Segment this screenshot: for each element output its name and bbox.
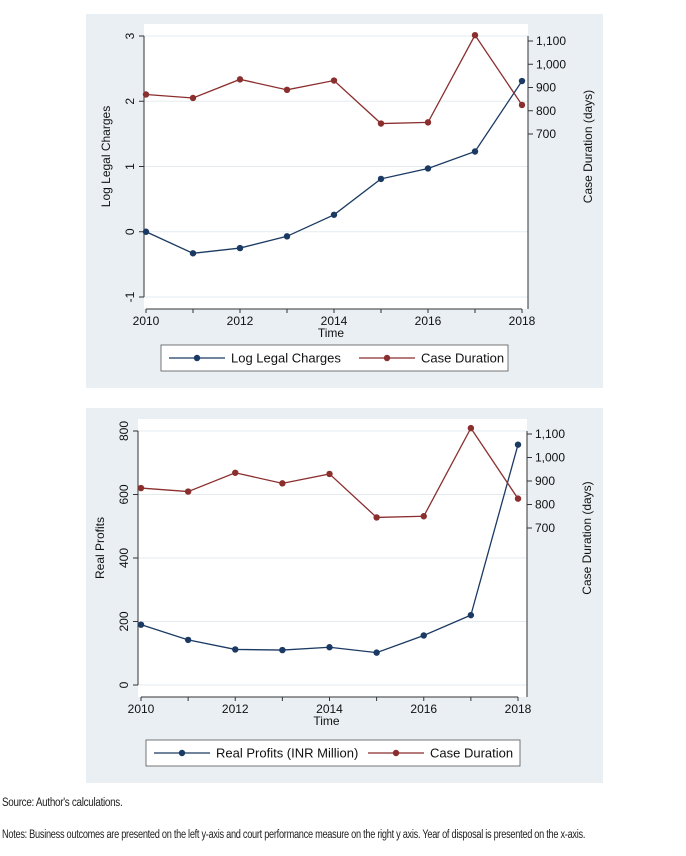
y-left-tick-label-4: 3	[123, 32, 137, 39]
x-tick-label-1: 2012	[227, 314, 254, 328]
chart-panel-bottom: 0 200 400 600 800 Real Profits 700 800 900 1,000 1…	[86, 408, 603, 783]
series-0-point-0	[137, 621, 145, 628]
y-right-tick-label-3: 1,000	[535, 451, 565, 465]
legend-label-1: Case Duration	[430, 746, 513, 761]
series-1-point-4	[330, 77, 338, 84]
x-tick-label-3: 2016	[410, 702, 437, 716]
y-right-title: Case Duration (days)	[580, 481, 594, 594]
series-0-point-2	[236, 244, 244, 252]
y-left-tick-label-0: -1	[123, 291, 137, 302]
chart-legal-charges: -1 0 1 2 3 Log Legal Charges 700 800 900 1,000 1,1…	[99, 24, 595, 372]
y-left-tick-label-2: 1	[123, 163, 137, 170]
x-tick-label-2: 2014	[316, 702, 343, 716]
series-0-point-1	[184, 636, 192, 644]
legend-marker-0	[178, 749, 186, 757]
series-1-point-8	[514, 495, 522, 502]
y-right-tick-label-1: 800	[536, 104, 556, 118]
series-0-point-4	[330, 211, 338, 218]
y-left-tick-label-3: 600	[117, 484, 131, 504]
series-1-point-3	[279, 480, 286, 487]
series-1-point-1	[189, 94, 197, 102]
y-right-tick-label-2: 900	[536, 81, 556, 95]
series-0-point-6	[424, 165, 432, 172]
y-right-tick-label-4: 1,100	[535, 427, 565, 441]
legend-marker-1	[392, 749, 400, 757]
y-left-tick-label-3: 2	[123, 98, 137, 105]
x-tick-label-4: 2018	[509, 314, 536, 328]
y-right-tick-label-3: 1,000	[536, 57, 566, 71]
series-0-point-2	[232, 646, 239, 653]
x-tick-label-3: 2016	[415, 314, 442, 328]
y-right-tick-label-1: 800	[535, 498, 555, 512]
y-left-tick-label-1: 0	[123, 228, 137, 235]
legend-box	[160, 344, 509, 372]
x-title: Time	[313, 714, 340, 728]
y-left-tick-label-1: 200	[117, 611, 131, 631]
series-1-point-3	[283, 86, 291, 94]
series-1-point-7	[471, 31, 479, 39]
series-0-point-5	[373, 649, 380, 656]
chart-real-profits: 0 200 400 600 800 Real Profits 700 800 900 1,000 1…	[93, 419, 594, 767]
y-right-tick-label-0: 700	[535, 521, 555, 535]
x-tick-label-4: 2018	[505, 702, 532, 716]
series-0-point-8	[518, 77, 526, 85]
series-1-point-4	[326, 470, 333, 478]
y-right-title: Case Duration (days)	[581, 90, 595, 203]
x-tick-label-2: 2014	[321, 314, 348, 328]
y-right-tick-label-0: 700	[536, 127, 556, 141]
y-left-tick-label-4: 800	[117, 421, 131, 441]
series-1-point-0	[142, 91, 150, 98]
series-1-point-6	[420, 513, 427, 520]
y-right-tick-label-4: 1,100	[536, 34, 566, 48]
legend-label-0: Real Profits (INR Million)	[216, 746, 358, 761]
series-0-point-8	[514, 441, 522, 448]
x-tick-label-1: 2012	[222, 702, 249, 716]
series-1-point-5	[373, 514, 380, 521]
series-0-point-6	[420, 632, 427, 639]
series-1-point-5	[377, 120, 385, 127]
x-tick-label-0: 2010	[133, 314, 160, 328]
series-1-point-7	[467, 424, 475, 432]
series-0-point-3	[279, 646, 286, 654]
series-1-point-0	[137, 484, 145, 492]
legend-marker-1	[383, 354, 391, 362]
legend-label-0: Log Legal Charges	[231, 351, 341, 366]
y-right-tick-label-2: 900	[535, 474, 555, 488]
series-0-point-4	[326, 644, 333, 651]
series-1-point-2	[232, 469, 239, 476]
chart-panel-top: -1 0 1 2 3 Log Legal Charges 700 800 900 1,000 1,1…	[86, 14, 603, 388]
source-note: Source: Author's calculations.	[2, 797, 123, 809]
series-0-point-0	[142, 228, 150, 235]
series-0-point-3	[283, 233, 291, 240]
y-left-tick-label-0: 0	[117, 681, 131, 688]
x-tick-label-0: 2010	[128, 702, 155, 716]
legend-label-1: Case Duration	[421, 351, 504, 366]
series-1-point-8	[518, 101, 526, 109]
x-title: Time	[318, 326, 345, 340]
y-left-title: Real Profits	[93, 517, 107, 579]
series-1-point-1	[184, 488, 192, 495]
legend-marker-0	[193, 354, 201, 362]
notes-text: Notes: Business outcomes are presented o…	[2, 829, 586, 841]
series-1-point-6	[424, 119, 432, 126]
series-0-point-5	[377, 175, 385, 183]
y-left-title: Log Legal Charges	[99, 106, 113, 207]
series-1-point-2	[236, 76, 244, 83]
y-left-tick-label-2: 400	[117, 548, 131, 568]
series-0-point-7	[471, 148, 479, 155]
series-0-point-7	[467, 611, 475, 619]
series-0-point-1	[189, 250, 197, 257]
